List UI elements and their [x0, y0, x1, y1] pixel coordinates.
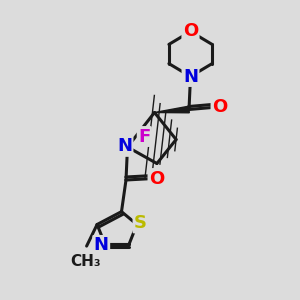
Text: CH₃: CH₃: [71, 254, 101, 269]
Text: O: O: [183, 22, 198, 40]
Text: S: S: [134, 214, 147, 232]
Text: N: N: [94, 236, 109, 254]
Text: F: F: [138, 128, 150, 146]
Text: N: N: [183, 68, 198, 85]
Text: O: O: [149, 169, 164, 188]
Polygon shape: [154, 106, 189, 113]
Text: N: N: [117, 137, 132, 155]
Text: O: O: [212, 98, 227, 116]
